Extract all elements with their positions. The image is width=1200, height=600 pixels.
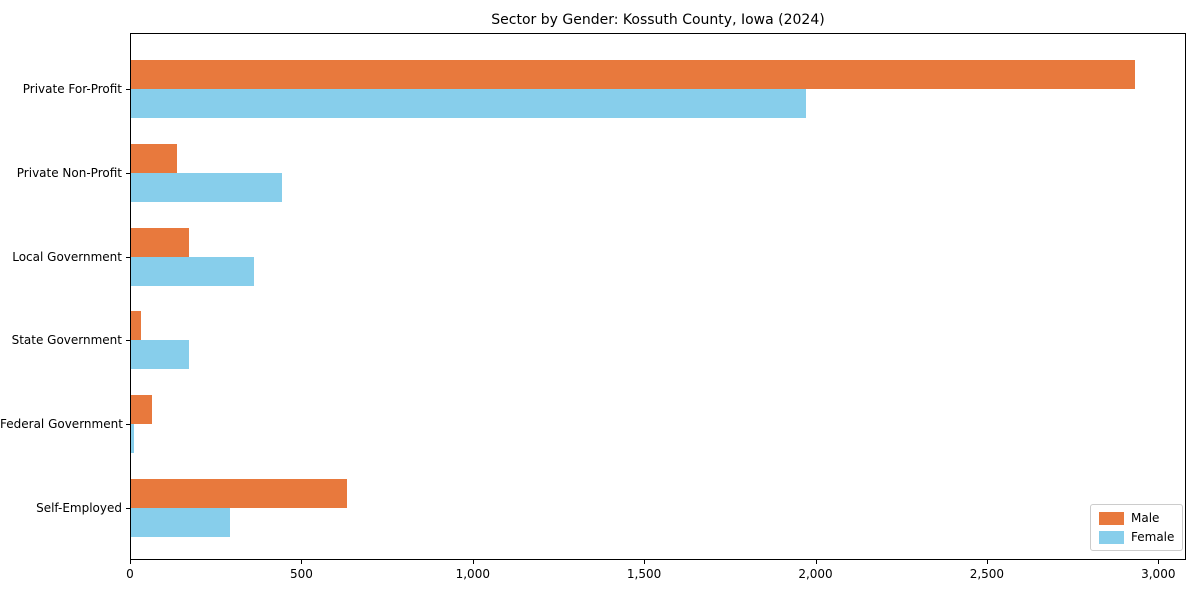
x-tick-mark (815, 560, 817, 564)
bar-female-federal-government (131, 424, 135, 454)
y-axis-category-label-state-government: State Government (11, 333, 122, 348)
y-axis-category-label-self-employed: Self-Employed (36, 501, 122, 515)
x-tick-mark (1158, 560, 1160, 564)
x-tick-mark (301, 560, 303, 564)
bar-female-private-non-profit (131, 172, 282, 202)
legend-swatch-female-icon (1099, 530, 1124, 544)
bar-female-local-government (131, 256, 255, 286)
y-axis-category-label-private-non-profit: Private Non-Profit (16, 165, 122, 180)
legend-label-female: Female (1131, 530, 1175, 544)
legend-item-male: Male (1099, 511, 1174, 525)
y-tick-mark (126, 508, 130, 509)
y-axis-category-label-local-government: Local Government (12, 249, 122, 264)
bar-male-federal-government (131, 395, 152, 425)
chart-title: Sector by Gender: Kossuth County, Iowa (… (491, 12, 825, 28)
bar-female-state-government (131, 340, 190, 370)
y-axis-category-label-private-for-profit: Private For-Profit (22, 82, 122, 96)
bar-male-private-non-profit (131, 143, 178, 173)
y-tick-mark (126, 89, 130, 90)
legend-swatch-male-icon (1099, 511, 1124, 525)
y-tick-mark (126, 256, 130, 258)
legend-item-female: Female (1099, 530, 1174, 544)
x-axis-tick-label: 1,500 (626, 567, 662, 581)
x-tick-mark (130, 560, 131, 564)
legend: Male Female (1090, 504, 1184, 551)
x-tick-mark (644, 560, 646, 564)
bar-male-private-for-profit (131, 60, 1136, 89)
plot-area (130, 33, 1186, 560)
bar-female-self-employed (131, 508, 231, 537)
x-tick-mark (986, 560, 988, 564)
x-axis-tick-label: 2,500 (969, 567, 1005, 581)
x-axis-tick-label: 500 (289, 567, 313, 581)
legend-label-male: Male (1131, 511, 1160, 525)
x-axis-tick-label: 0 (126, 567, 134, 581)
bar-male-self-employed (131, 479, 347, 508)
x-axis-tick-label: 1,000 (455, 567, 490, 581)
x-tick-mark (472, 560, 474, 564)
bar-female-private-for-profit (131, 89, 807, 118)
bar-male-state-government (131, 311, 142, 341)
y-tick-mark (126, 340, 130, 342)
y-axis-category-label-federal-government: Federal Government (0, 417, 123, 432)
y-tick-mark (126, 172, 130, 174)
y-tick-mark (126, 424, 130, 426)
x-axis-tick-label: 3,000 (1141, 567, 1176, 581)
bar-male-local-government (131, 227, 190, 257)
x-axis-tick-label: 2,000 (798, 567, 833, 581)
